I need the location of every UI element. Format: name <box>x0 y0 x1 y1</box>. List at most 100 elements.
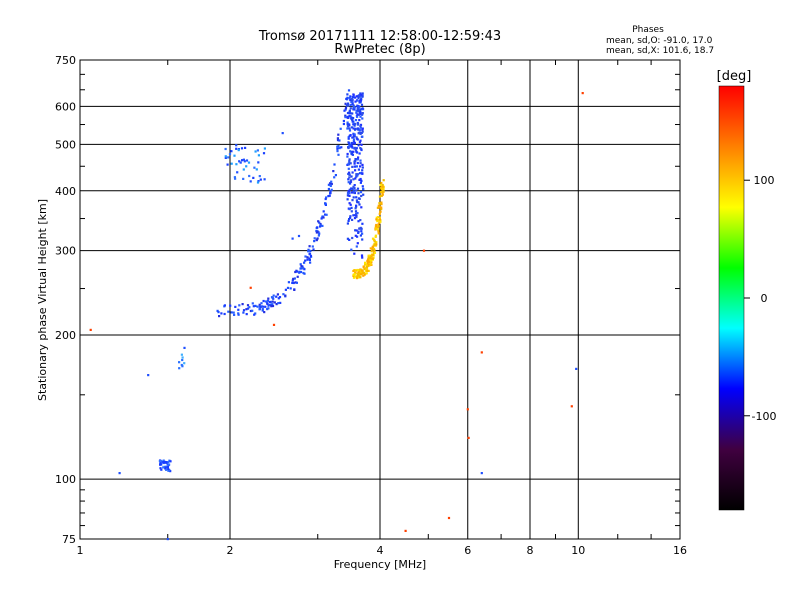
o-mode-point <box>358 128 361 131</box>
o-mode-point <box>352 140 355 143</box>
o-mode-point <box>357 110 360 113</box>
o-mode-point <box>168 463 171 466</box>
o-mode-point <box>241 303 244 306</box>
o-mode-point <box>268 300 272 304</box>
o-mode-point <box>358 178 361 181</box>
x-mode-point <box>378 205 382 208</box>
o-mode-point <box>318 232 321 235</box>
o-mode-point <box>354 146 357 149</box>
o-mode-point <box>346 192 350 195</box>
o-mode-point <box>242 168 245 171</box>
o-mode-point <box>233 313 236 316</box>
o-mode-point <box>360 143 363 146</box>
o-mode-point <box>180 353 183 356</box>
x-mode-point <box>360 269 363 272</box>
o-mode-point <box>348 176 351 179</box>
o-mode-point <box>233 176 236 179</box>
o-mode-point <box>344 108 347 111</box>
o-mode-point <box>356 242 359 245</box>
o-mode-point <box>304 255 307 258</box>
o-mode-point <box>346 194 349 197</box>
colorbar-ticks: 100 0 -100 <box>744 174 776 423</box>
o-mode-point <box>324 197 327 201</box>
x-mode-point <box>378 216 381 219</box>
o-mode-point <box>357 144 360 147</box>
o-mode-point <box>234 177 237 180</box>
o-mode-point <box>358 94 361 98</box>
o-mode-point <box>317 234 320 237</box>
o-mode-point <box>357 168 360 171</box>
o-mode-point <box>347 104 350 107</box>
x-tick-label: 4 <box>377 544 384 557</box>
o-mode-point <box>352 127 355 130</box>
o-mode-point <box>292 281 295 285</box>
x-mode-point <box>378 195 381 198</box>
o-mode-point <box>321 224 324 227</box>
o-mode-point <box>223 312 226 316</box>
o-mode-point <box>181 356 184 359</box>
o-mode-point <box>256 305 259 308</box>
o-mode-point <box>353 108 356 111</box>
o-mode-point <box>159 462 162 465</box>
o-mode-point <box>350 206 353 209</box>
x-axis-label: Frequency [MHz] <box>334 558 426 571</box>
x-mode-point <box>356 273 359 276</box>
x-tick-label: 1 <box>77 544 84 557</box>
o-mode-point <box>315 229 318 233</box>
o-mode-point <box>322 216 325 219</box>
o-mode-point <box>270 305 273 308</box>
x-mode-point <box>447 516 451 520</box>
o-mode-point <box>303 261 306 264</box>
o-mode-point <box>357 197 360 200</box>
o-mode-point <box>359 108 362 111</box>
o-mode-point <box>356 123 359 126</box>
o-mode-point <box>329 190 332 193</box>
o-mode-point <box>167 467 170 471</box>
o-mode-point <box>242 177 245 180</box>
y-tick-label: 600 <box>55 100 76 113</box>
o-mode-point <box>360 148 363 152</box>
o-mode-point <box>344 114 347 117</box>
o-mode-point <box>347 89 351 92</box>
o-mode-point <box>246 307 250 310</box>
o-mode-point <box>336 145 339 148</box>
o-mode-point <box>262 152 266 155</box>
o-mode-point <box>164 466 167 469</box>
o-mode-point <box>352 196 355 199</box>
o-mode-point <box>167 461 170 464</box>
o-mode-point <box>346 127 349 130</box>
o-mode-point <box>299 267 303 270</box>
o-mode-point <box>296 275 299 278</box>
o-mode-point <box>344 106 348 109</box>
x-mode-point <box>352 276 356 279</box>
o-mode-point <box>359 99 362 102</box>
o-mode-point <box>329 191 332 195</box>
o-mode-point <box>329 182 332 185</box>
o-mode-point <box>289 287 292 290</box>
o-mode-point <box>260 305 263 308</box>
o-mode-point <box>350 126 354 129</box>
o-mode-point <box>159 467 162 470</box>
o-mode-point <box>291 281 294 284</box>
o-mode-point <box>238 160 241 163</box>
o-mode-point <box>223 304 226 307</box>
o-mode-point <box>237 308 240 311</box>
o-mode-point <box>313 240 316 243</box>
o-mode-point <box>356 158 359 161</box>
o-mode-point <box>347 178 350 181</box>
o-mode-point <box>357 113 360 116</box>
o-mode-point <box>234 305 237 308</box>
o-mode-point <box>354 122 357 126</box>
o-mode-point <box>354 100 357 103</box>
y-tick-label: 200 <box>55 329 76 342</box>
x-mode-point <box>375 218 378 221</box>
x-mode-point <box>272 323 276 326</box>
o-mode-point <box>334 174 337 177</box>
o-mode-point <box>360 93 363 96</box>
x-mode-point <box>89 328 92 331</box>
x-mode-point <box>371 248 374 251</box>
x-mode-point <box>366 269 369 272</box>
o-mode-point <box>286 286 290 289</box>
x-mode-point <box>369 263 372 266</box>
o-mode-point <box>332 170 335 173</box>
